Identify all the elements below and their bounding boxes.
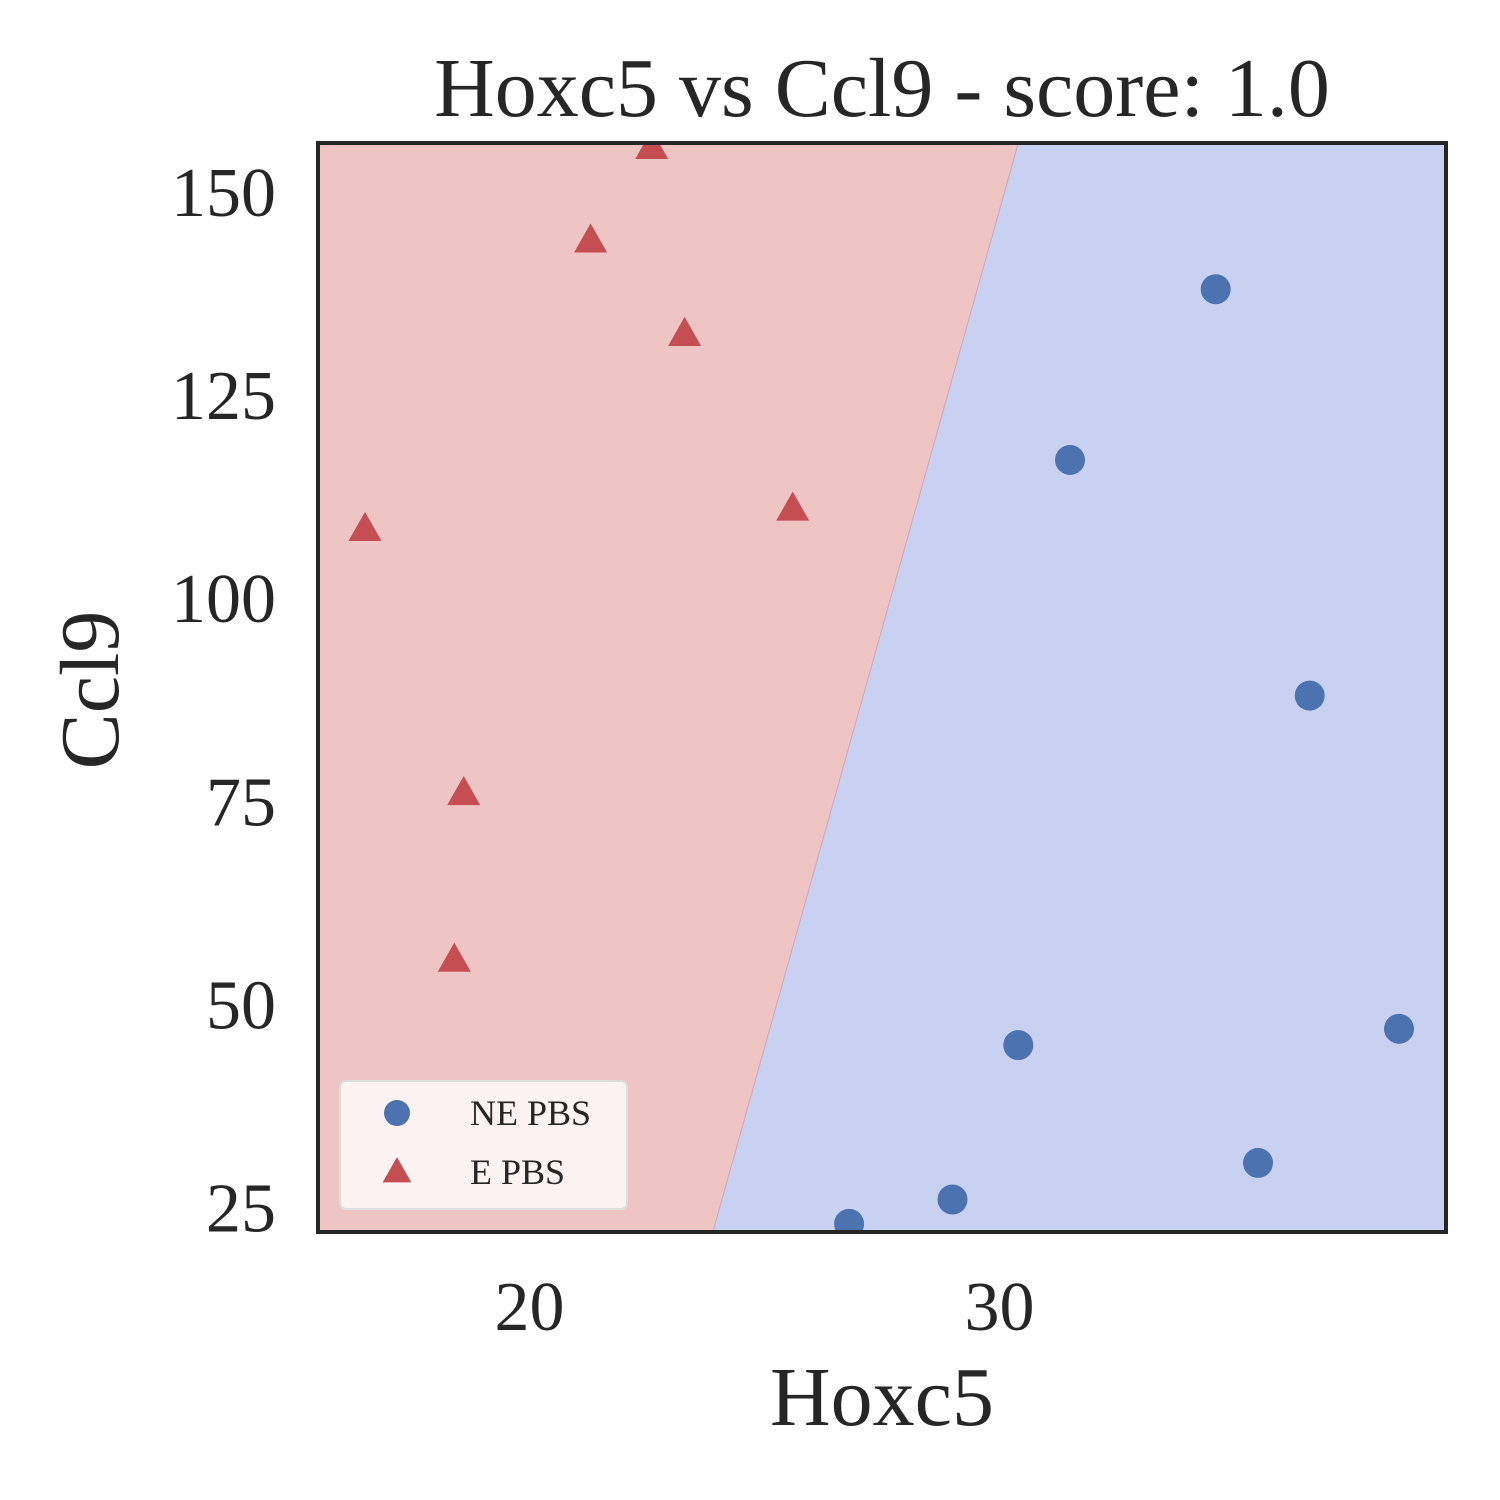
y-tick-label-1: 50 (206, 967, 276, 1044)
legend-label-ne-pbs: NE PBS (470, 1093, 591, 1133)
y-tick-label-5: 150 (171, 155, 276, 232)
point-ne-pbs-7 (834, 1208, 865, 1232)
y-tick-label-4: 125 (171, 358, 276, 435)
x-tick-label-0: 20 (495, 1269, 565, 1346)
point-e-pbs-4 (776, 491, 810, 521)
y-tick-label-2: 75 (206, 764, 276, 841)
legend-label-e-pbs: E PBS (470, 1152, 565, 1192)
point-ne-pbs-6 (937, 1184, 968, 1215)
y-axis-label: Ccl9 (44, 611, 137, 770)
point-e-pbs-5 (447, 776, 481, 806)
point-e-pbs-6 (437, 942, 471, 972)
region-e-pbs (318, 143, 1019, 1232)
x-axis-label: Hoxc5 (770, 1351, 994, 1444)
legend-marker-ne-pbs (384, 1100, 410, 1126)
x-tick-label-1: 30 (965, 1269, 1035, 1346)
chart-title: Hoxc5 vs Ccl9 - score: 1.0 (434, 42, 1330, 135)
y-tick-label-3: 100 (171, 561, 276, 638)
point-e-pbs-3 (348, 511, 382, 541)
point-e-pbs-2 (668, 316, 702, 346)
point-ne-pbs-4 (1384, 1013, 1414, 1044)
point-e-pbs-0 (635, 143, 669, 160)
legend-box (339, 1080, 628, 1210)
point-ne-pbs-2 (1294, 680, 1325, 711)
point-ne-pbs-5 (1243, 1147, 1273, 1178)
decision-boundary (712, 143, 1019, 1232)
plot-frame (316, 141, 1448, 1234)
y-tick-label-0: 25 (206, 1171, 276, 1248)
point-ne-pbs-1 (1055, 444, 1085, 475)
legend-marker-e-pbs (382, 1157, 412, 1183)
region-ne-pbs (712, 143, 1446, 1232)
point-e-pbs-1 (574, 223, 608, 253)
legend: NE PBS E PBS (339, 1080, 628, 1210)
point-ne-pbs-3 (1003, 1030, 1034, 1061)
point-ne-pbs-0 (1200, 274, 1231, 305)
